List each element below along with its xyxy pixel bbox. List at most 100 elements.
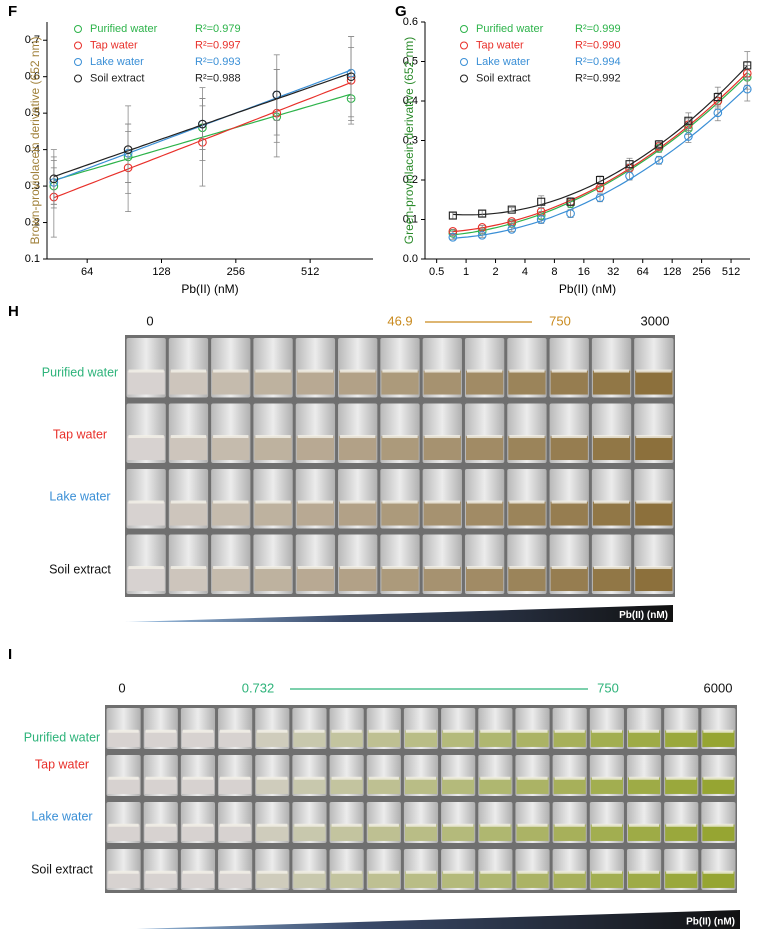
liquid [219,871,252,888]
marker [566,209,575,218]
meniscus [466,435,503,439]
meniscus [213,500,249,504]
scale-label: 0 [118,680,125,695]
meniscus [703,729,734,733]
meniscus [480,823,511,827]
liquid [423,501,461,526]
liquid [590,777,623,794]
panel-label: H [8,303,19,320]
liquid [256,871,289,888]
legend-name: Soil extract [90,72,144,84]
y-tick-label: 0.4 [25,144,40,156]
error-bar [479,210,486,218]
legend-r2: R²=0.992 [575,72,621,84]
meniscus [666,729,697,733]
meniscus [382,500,418,504]
liquid [465,370,504,395]
meniscus [509,500,545,504]
liquid [479,824,512,841]
liquid [212,501,250,526]
liquid [181,824,215,841]
meniscus [108,823,139,827]
meniscus [170,500,207,504]
liquid [293,777,326,794]
liquid [293,730,326,747]
error-bar [479,232,486,238]
meniscus [636,369,672,373]
meniscus [554,823,585,827]
marker [537,197,546,206]
meniscus [220,776,251,780]
liquid [508,436,546,461]
liquid [219,730,252,747]
row-label: Tap water [53,427,107,441]
meniscus [517,729,548,733]
scale-label: 3000 [641,313,670,328]
meniscus [294,776,325,780]
meniscus [424,369,460,373]
meniscus [405,870,437,874]
marker [713,108,723,118]
y-axis-title: Brown-proviolacein derivative (652 nm) [28,36,42,244]
meniscus [331,823,362,827]
meniscus [145,823,176,827]
meniscus [636,435,672,439]
liquid [127,567,165,592]
meniscus [297,435,334,439]
y-tick-label: 0.2 [403,174,418,186]
meniscus [666,870,697,874]
meniscus [340,435,376,439]
meniscus [443,729,474,733]
liquid [339,436,377,461]
liquid [635,567,673,592]
meniscus [593,566,630,570]
liquid [550,436,588,461]
marker [272,90,282,100]
row-label: Soil extract [49,562,111,576]
marker [123,145,133,154]
liquid [665,777,698,794]
liquid [127,501,165,526]
fit-line [452,71,748,233]
liquid [219,777,252,794]
error-bar [449,234,456,240]
liquid [296,370,335,395]
liquid [169,567,208,592]
liquid [367,730,400,747]
row-label: Tap water [35,757,89,771]
meniscus [294,870,325,874]
liquid [181,730,215,747]
marker [566,197,575,206]
liquid [442,730,475,747]
legend-marker [460,25,468,33]
meniscus [368,870,399,874]
legend-r2: R²=0.979 [195,23,241,35]
legend-marker [460,58,468,66]
meniscus [220,870,251,874]
liquid [516,871,549,888]
liquid [553,730,586,747]
legend-r2: R²=0.997 [195,39,241,51]
liquid [127,436,165,461]
meniscus [220,823,251,827]
meniscus [405,823,437,827]
liquid [404,824,438,841]
meniscus [628,870,660,874]
meniscus [591,870,622,874]
scale-label: 0.732 [242,680,275,695]
meniscus [554,776,585,780]
meniscus [466,566,503,570]
liquid [127,370,165,395]
liquid [550,501,588,526]
meniscus [128,435,164,439]
y-tick-label: 0.1 [403,213,418,225]
marker [507,205,516,214]
meniscus [517,870,548,874]
meniscus [517,823,548,827]
row-label: Lake water [49,489,110,503]
meniscus [593,435,630,439]
liquid [144,777,177,794]
meniscus [551,500,587,504]
x-tick-label: 1 [463,266,469,278]
gradient-label: Pb(II) (nM) [619,610,668,621]
